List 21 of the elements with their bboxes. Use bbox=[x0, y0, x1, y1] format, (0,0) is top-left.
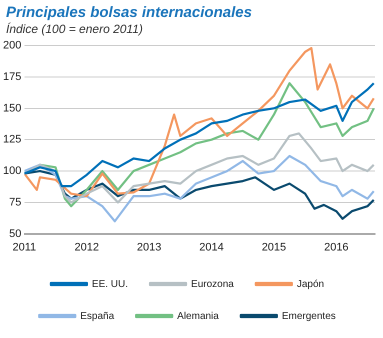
chart-title: Principales bolsas internacionales bbox=[6, 4, 253, 21]
legend-label: EE. UU. bbox=[92, 278, 128, 290]
x-tick-label: 2011 bbox=[12, 241, 36, 254]
y-tick-label: 100 bbox=[2, 165, 22, 178]
legend-label: Emergentes bbox=[282, 310, 336, 322]
legend-label: España bbox=[80, 310, 115, 322]
x-tick-label: 2012 bbox=[74, 241, 99, 254]
x-tick-label: 2016 bbox=[324, 241, 349, 254]
y-tick-label: 50 bbox=[9, 228, 22, 240]
x-tick-label: 2013 bbox=[136, 241, 162, 254]
legend-label: Eurozona bbox=[191, 278, 234, 290]
y-tick-label: 200 bbox=[2, 40, 22, 52]
y-tick-label: 150 bbox=[2, 102, 22, 114]
chart-subtitle: Índice (100 = enero 2011) bbox=[6, 22, 144, 36]
legend-label: Alemania bbox=[177, 310, 220, 322]
y-tick-label: 125 bbox=[2, 134, 22, 146]
y-tick-label: 175 bbox=[2, 71, 22, 83]
y-tick-label: 75 bbox=[9, 196, 22, 208]
x-tick-label: 2014 bbox=[199, 241, 224, 254]
x-tick-label: 2015 bbox=[262, 241, 286, 254]
legend-label: Japón bbox=[296, 278, 324, 290]
